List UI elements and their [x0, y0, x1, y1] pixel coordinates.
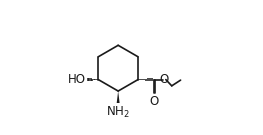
- Text: O: O: [149, 95, 159, 108]
- Text: NH$_2$: NH$_2$: [106, 104, 130, 120]
- Text: HO: HO: [68, 73, 85, 86]
- Text: O: O: [160, 73, 169, 86]
- Polygon shape: [117, 91, 120, 103]
